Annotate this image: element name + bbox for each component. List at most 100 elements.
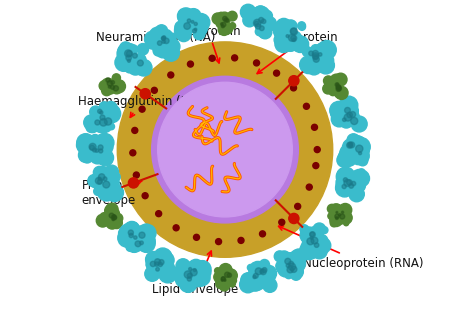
Circle shape [184,271,192,278]
Circle shape [300,241,319,260]
Circle shape [305,236,313,243]
Circle shape [287,261,303,277]
Circle shape [96,135,104,143]
Circle shape [86,117,99,130]
Circle shape [315,238,331,253]
Circle shape [253,8,268,23]
Circle shape [108,205,117,213]
Circle shape [140,236,153,249]
Circle shape [292,36,309,52]
Circle shape [109,185,120,196]
Circle shape [317,61,324,68]
Circle shape [100,213,108,220]
Circle shape [255,21,258,25]
Circle shape [117,42,333,257]
Circle shape [98,180,102,184]
Circle shape [112,188,119,196]
Circle shape [92,115,110,132]
Circle shape [352,172,360,180]
Circle shape [262,268,267,272]
Circle shape [103,173,112,181]
Circle shape [258,25,271,38]
Circle shape [158,44,165,52]
Circle shape [313,223,326,236]
Circle shape [220,23,223,25]
Circle shape [146,256,161,271]
Circle shape [354,175,361,182]
Circle shape [176,259,190,273]
Circle shape [274,34,286,46]
Circle shape [340,115,353,128]
Circle shape [278,257,290,269]
Circle shape [249,9,262,21]
Circle shape [351,117,358,124]
Circle shape [106,79,117,91]
Circle shape [164,34,173,44]
Circle shape [111,85,115,89]
Circle shape [300,225,309,234]
Circle shape [351,170,368,186]
Circle shape [342,184,346,189]
Circle shape [248,279,255,286]
Circle shape [137,60,143,66]
Circle shape [120,42,132,54]
Circle shape [261,13,271,23]
Circle shape [218,24,230,36]
Circle shape [255,16,261,23]
Circle shape [99,102,109,111]
Circle shape [117,44,133,60]
Circle shape [216,16,228,29]
Circle shape [351,146,359,153]
Circle shape [104,101,117,114]
Circle shape [309,235,321,247]
Circle shape [76,137,93,153]
Circle shape [223,16,227,21]
Circle shape [94,149,100,156]
Circle shape [274,251,285,262]
Circle shape [250,275,265,290]
Circle shape [313,56,320,62]
Circle shape [249,261,267,280]
Circle shape [278,251,290,263]
Circle shape [281,266,288,273]
Circle shape [79,145,92,158]
Circle shape [160,261,175,275]
Circle shape [216,239,221,244]
Circle shape [89,135,101,148]
Circle shape [311,45,320,53]
Circle shape [219,17,227,26]
Circle shape [135,60,152,76]
Circle shape [340,214,345,219]
Circle shape [326,87,330,92]
Circle shape [333,86,346,98]
Circle shape [359,154,365,161]
Circle shape [126,222,139,235]
Circle shape [151,258,166,274]
Circle shape [344,114,351,121]
Circle shape [212,13,224,24]
Circle shape [217,12,225,20]
Circle shape [315,229,323,238]
Circle shape [176,272,191,287]
Circle shape [220,14,227,20]
Circle shape [346,179,361,195]
Circle shape [96,138,113,156]
Circle shape [249,273,261,284]
Circle shape [185,265,194,274]
Circle shape [260,231,266,237]
Circle shape [259,26,272,39]
Circle shape [194,263,203,272]
Circle shape [159,36,175,52]
Circle shape [104,210,113,219]
Circle shape [354,181,361,188]
Circle shape [216,268,226,279]
Circle shape [340,111,354,125]
Circle shape [253,276,256,279]
Circle shape [345,114,357,126]
Circle shape [156,268,159,271]
Circle shape [253,273,258,278]
Circle shape [251,269,268,285]
Circle shape [290,28,297,35]
Circle shape [151,87,158,93]
Circle shape [323,59,330,67]
